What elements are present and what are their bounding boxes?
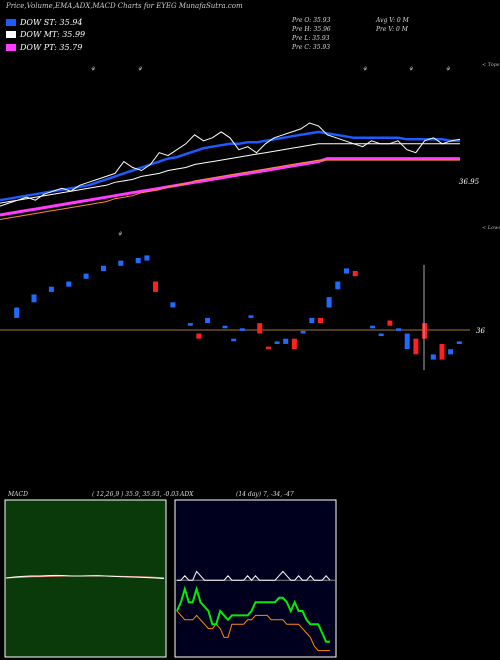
top-marker-3: ⚘ — [408, 66, 414, 73]
volume-candle-5 — [101, 265, 106, 271]
annotations-group: < Tops < Lows 36.95 36 ⚘ ⚘ ⚘ ⚘ ⚘ ⚘ — [90, 62, 500, 335]
volume-candle-26 — [326, 297, 332, 308]
adx-panel — [174, 499, 337, 658]
legend-swatch-mt — [6, 30, 16, 38]
volume-candle-28 — [344, 268, 349, 274]
price-right-label: 36.95 — [459, 178, 480, 186]
price-line-dow-mt — [0, 143, 460, 204]
volume-candle-19 — [265, 346, 271, 350]
legend-dow-st: DOW ST: 35.94 — [6, 17, 82, 27]
macd-params: ( 12,26,9 ) 35.9, 35.93, -0.03 — [92, 491, 179, 498]
volume-candle-36 — [422, 323, 428, 339]
price-line-dow-pt — [0, 157, 460, 217]
volume-candle-40 — [456, 341, 462, 344]
legend-label-mt: DOW MT: 35.99 — [20, 29, 86, 39]
adx-title: ADX — [180, 491, 194, 498]
volume-candle-23 — [300, 330, 306, 334]
macd-panel — [4, 499, 167, 658]
info-open: Pre O: 35.93 — [292, 17, 331, 24]
volume-candle-21 — [283, 338, 289, 344]
adx-line — [177, 570, 331, 581]
volume-candle-3 — [66, 281, 72, 287]
volume-candle-14 — [222, 325, 228, 329]
lows-label: < Lows — [482, 225, 500, 231]
chart-header: Price,Volume,EMA,ADX,MACD Charts for EYE… — [6, 2, 243, 10]
volume-candle-18 — [257, 323, 263, 334]
volume-candle-13 — [205, 317, 211, 324]
volume-candle-30 — [370, 325, 375, 329]
info-close: Pre C: 35.93 — [292, 44, 331, 51]
volume-candle-25 — [318, 317, 323, 324]
top-marker-1: ⚘ — [137, 66, 143, 73]
legend-label-st: DOW ST: 35.94 — [20, 17, 83, 27]
top-marker-0: ⚘ — [90, 66, 96, 73]
info-avg-vol: Avg V: 0 M — [376, 17, 409, 24]
volume-candle-37 — [430, 354, 436, 360]
macd-line — [5, 574, 165, 580]
price-line-close — [0, 122, 461, 207]
volume-candle-17 — [248, 315, 254, 318]
adx-plus-di-line — [176, 585, 330, 643]
volume-candle-32 — [387, 320, 393, 326]
volume-candle-11 — [187, 323, 193, 326]
macd-panel-group — [4, 499, 167, 658]
volume-candle-10 — [170, 302, 176, 308]
tops-label: < Tops — [482, 62, 500, 68]
legend-dow-pt: DOW PT: 35.79 — [6, 42, 82, 52]
info-pre-vol: Pre V: 0 M — [376, 26, 408, 33]
volume-candle-1 — [31, 294, 37, 303]
low-marker-0: ⚘ — [117, 231, 123, 238]
volume-candle-12 — [196, 333, 202, 339]
volume-candle-0 — [14, 307, 20, 318]
volume-candle-33 — [396, 328, 402, 331]
volume-candle-39 — [448, 349, 454, 355]
volume-candle-8 — [144, 255, 150, 261]
volume-candle-34 — [404, 333, 410, 350]
volume-candle-31 — [378, 333, 384, 337]
top-marker-4: ⚘ — [445, 66, 451, 73]
volume-candle-2 — [48, 286, 54, 292]
volume-candle-29 — [352, 271, 358, 277]
volume-candle-16 — [239, 328, 245, 331]
volume-candle-20 — [274, 341, 280, 344]
volume-candle-27 — [335, 281, 341, 290]
volume-candle-4 — [83, 273, 89, 279]
volume-candle-38 — [439, 344, 445, 360]
volume-candles-group — [14, 255, 462, 370]
macd-title: MACD — [8, 491, 28, 498]
legend-label-pt: DOW PT: 35.79 — [20, 42, 83, 52]
volume-right-label: 36 — [476, 327, 485, 335]
volume-candle-35 — [413, 338, 419, 355]
info-high: Pre H: 35.96 — [292, 26, 331, 33]
volume-candle-15 — [231, 338, 237, 342]
volume-candle-6 — [118, 260, 124, 266]
info-low: Pre L: 35.93 — [292, 35, 330, 42]
price-line-dow-st — [0, 130, 460, 202]
price-lines-group — [0, 122, 461, 220]
legend-dow-mt: DOW MT: 35.99 — [6, 29, 85, 39]
adx-params: (14 day) 7, -34, -47 — [236, 491, 294, 498]
volume-candle-24 — [309, 317, 315, 324]
top-marker-2: ⚘ — [362, 66, 368, 73]
volume-candle-22 — [291, 338, 297, 350]
volume-candle-7 — [135, 258, 141, 264]
legend-swatch-pt — [6, 43, 16, 51]
price-line-long-ema — [0, 159, 460, 220]
adx-minus-di-line — [176, 610, 330, 652]
volume-candle-9 — [153, 281, 158, 292]
adx-panel-group — [174, 499, 337, 658]
legend-swatch-st — [6, 18, 16, 26]
